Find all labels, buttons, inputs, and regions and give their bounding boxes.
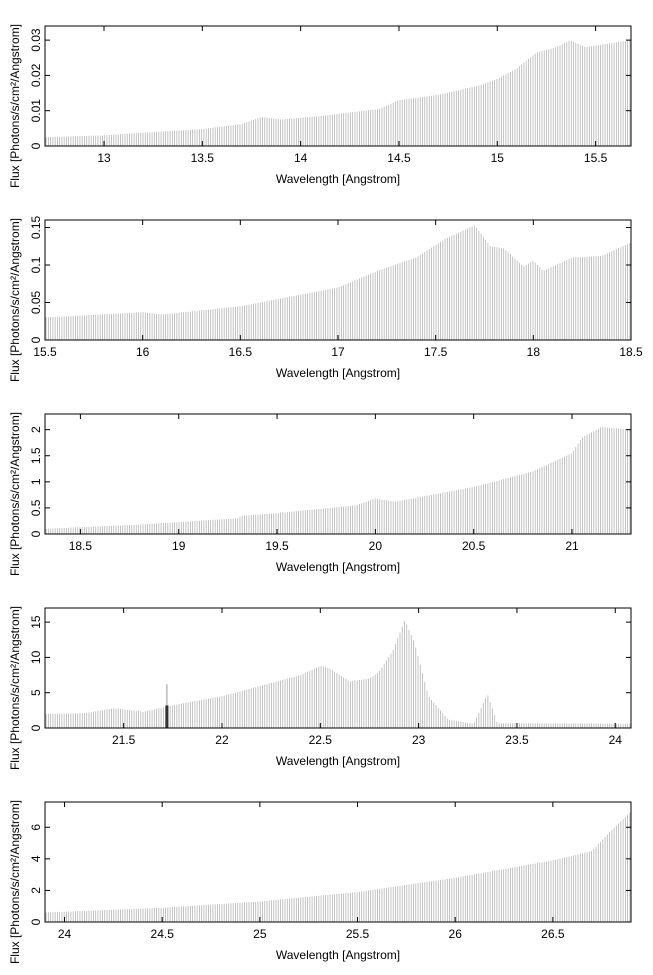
- chart-svg-4: 21.5 22 22.5 23 23.5 24 0 5 10 15 Wavelength [Angs…: [8, 606, 632, 770]
- x-tick-label: 18: [527, 345, 541, 359]
- x-tick-label: 25: [253, 927, 267, 941]
- y-tick-label: 5: [29, 689, 43, 696]
- y-tick-label: 0: [29, 142, 43, 149]
- plot-frame: [44, 413, 632, 535]
- y-tick-label: 2: [29, 426, 43, 433]
- y-tick-label: 0: [29, 918, 43, 925]
- chart-panel-4: 21.5 22 22.5 23 23.5 24 0 5 10 15 Wavelength [Angs…: [0, 582, 653, 776]
- bars-group: [45, 225, 631, 340]
- chart-svg-2: 15.5 16 16.5 17 17.5 18 18.5 0 0.05 0.1 0.15 Wavele…: [8, 215, 643, 382]
- y-tick-label: 0.15: [29, 215, 43, 239]
- y-tick-label: 2: [29, 887, 43, 894]
- x-tick-label: 19: [172, 539, 186, 553]
- y-tick-label: 0: [29, 336, 43, 343]
- y-tick-label: 0.01: [29, 99, 43, 123]
- x-tick-label: 14: [294, 151, 308, 165]
- y-tick-label: 0.1: [29, 256, 43, 273]
- bars-group: [45, 620, 631, 728]
- bars-group: [45, 812, 631, 922]
- chart-panel-1: 13 13.5 14 14.5 15 15.5 0 0.01 0.02 0.03 Wavelengt…: [0, 0, 653, 194]
- y-tick-label: 10: [29, 650, 43, 664]
- x-tick-label: 17: [331, 345, 345, 359]
- bars-group: [45, 40, 631, 146]
- x-tick-label: 17.5: [424, 345, 448, 359]
- x-tick-label: 15.5: [33, 345, 57, 359]
- x-tick-label: 13: [97, 151, 111, 165]
- x-axis-label: Wavelength [Angstrom]: [276, 948, 400, 962]
- y-tick-label: 0.02: [29, 63, 43, 87]
- x-tick-label: 20.5: [462, 539, 486, 553]
- y-tick-label: 1.5: [29, 447, 43, 464]
- x-tick-label: 18.5: [69, 539, 93, 553]
- spike-block: [165, 705, 169, 728]
- x-tick-label: 18.5: [619, 345, 643, 359]
- chart-svg-1: 13 13.5 14 14.5 15 15.5 0 0.01 0.02 0.03 Wavelengt…: [8, 24, 632, 188]
- x-tick-label: 15.5: [584, 151, 608, 165]
- plot-frame: [44, 25, 632, 147]
- x-tick-label: 24.5: [151, 927, 175, 941]
- chart-panel-5: 24 24.5 25 25.5 26 26.5 0 2 4 6 Wavelength [Angstr…: [0, 776, 653, 970]
- y-tick-label: 15: [29, 615, 43, 629]
- y-tick-label: 0: [29, 530, 43, 537]
- x-tick-label: 24: [609, 733, 623, 747]
- x-tick-label: 16.5: [229, 345, 253, 359]
- y-axis-label: Flux [Photons/s/cm²/Angstrom]: [8, 412, 22, 576]
- x-axis-label: Wavelength [Angstrom]: [276, 172, 400, 186]
- y-tick-label: 4: [29, 855, 43, 862]
- y-tick-label: 1: [29, 478, 43, 485]
- x-tick-label: 19.5: [265, 539, 289, 553]
- x-tick-label: 24: [58, 927, 72, 941]
- plot-frame: [44, 607, 632, 729]
- plot-frame: [44, 219, 632, 341]
- x-tick-label: 23: [412, 733, 426, 747]
- y-tick-label: 0.05: [29, 290, 43, 314]
- x-tick-label: 14.5: [387, 151, 411, 165]
- x-tick-label: 15: [491, 151, 505, 165]
- chart-panel-3: 18.5 19 19.5 20 20.5 21 0 0.5 1 1.5 2 Wavelength [A…: [0, 388, 653, 582]
- chart-panel-2: 15.5 16 16.5 17 17.5 18 18.5 0 0.05 0.1 0.15 Wavele…: [0, 194, 653, 388]
- plot-frame: [44, 801, 632, 923]
- x-tick-label: 26.5: [541, 927, 565, 941]
- bars-group: [45, 427, 631, 534]
- y-tick-label: 6: [29, 824, 43, 831]
- y-tick-label: 0.03: [29, 28, 43, 52]
- x-tick-label: 25.5: [346, 927, 370, 941]
- x-tick-label: 23.5: [505, 733, 529, 747]
- x-axis-label: Wavelength [Angstrom]: [276, 366, 400, 380]
- x-tick-label: 16: [136, 345, 150, 359]
- x-axis-label: Wavelength [Angstrom]: [276, 560, 400, 574]
- x-tick-label: 22: [215, 733, 229, 747]
- x-axis-label: Wavelength [Angstrom]: [276, 754, 400, 768]
- chart-svg-3: 18.5 19 19.5 20 20.5 21 0 0.5 1 1.5 2 Wavelength [A…: [8, 412, 632, 576]
- y-tick-label: 0: [29, 724, 43, 731]
- x-tick-label: 22.5: [309, 733, 333, 747]
- x-tick-label: 13.5: [191, 151, 215, 165]
- y-axis-label: Flux [Photons/s/cm²/Angstrom]: [8, 800, 22, 964]
- y-axis-label: Flux [Photons/s/cm²/Angstrom]: [8, 218, 22, 382]
- x-tick-label: 26: [449, 927, 463, 941]
- y-axis-label: Flux [Photons/s/cm²/Angstrom]: [8, 606, 22, 770]
- x-tick-label: 21: [565, 539, 579, 553]
- x-tick-label: 20: [369, 539, 383, 553]
- y-axis-label: Flux [Photons/s/cm²/Angstrom]: [8, 24, 22, 188]
- x-tick-label: 21.5: [112, 733, 136, 747]
- y-tick-label: 0.5: [29, 499, 43, 516]
